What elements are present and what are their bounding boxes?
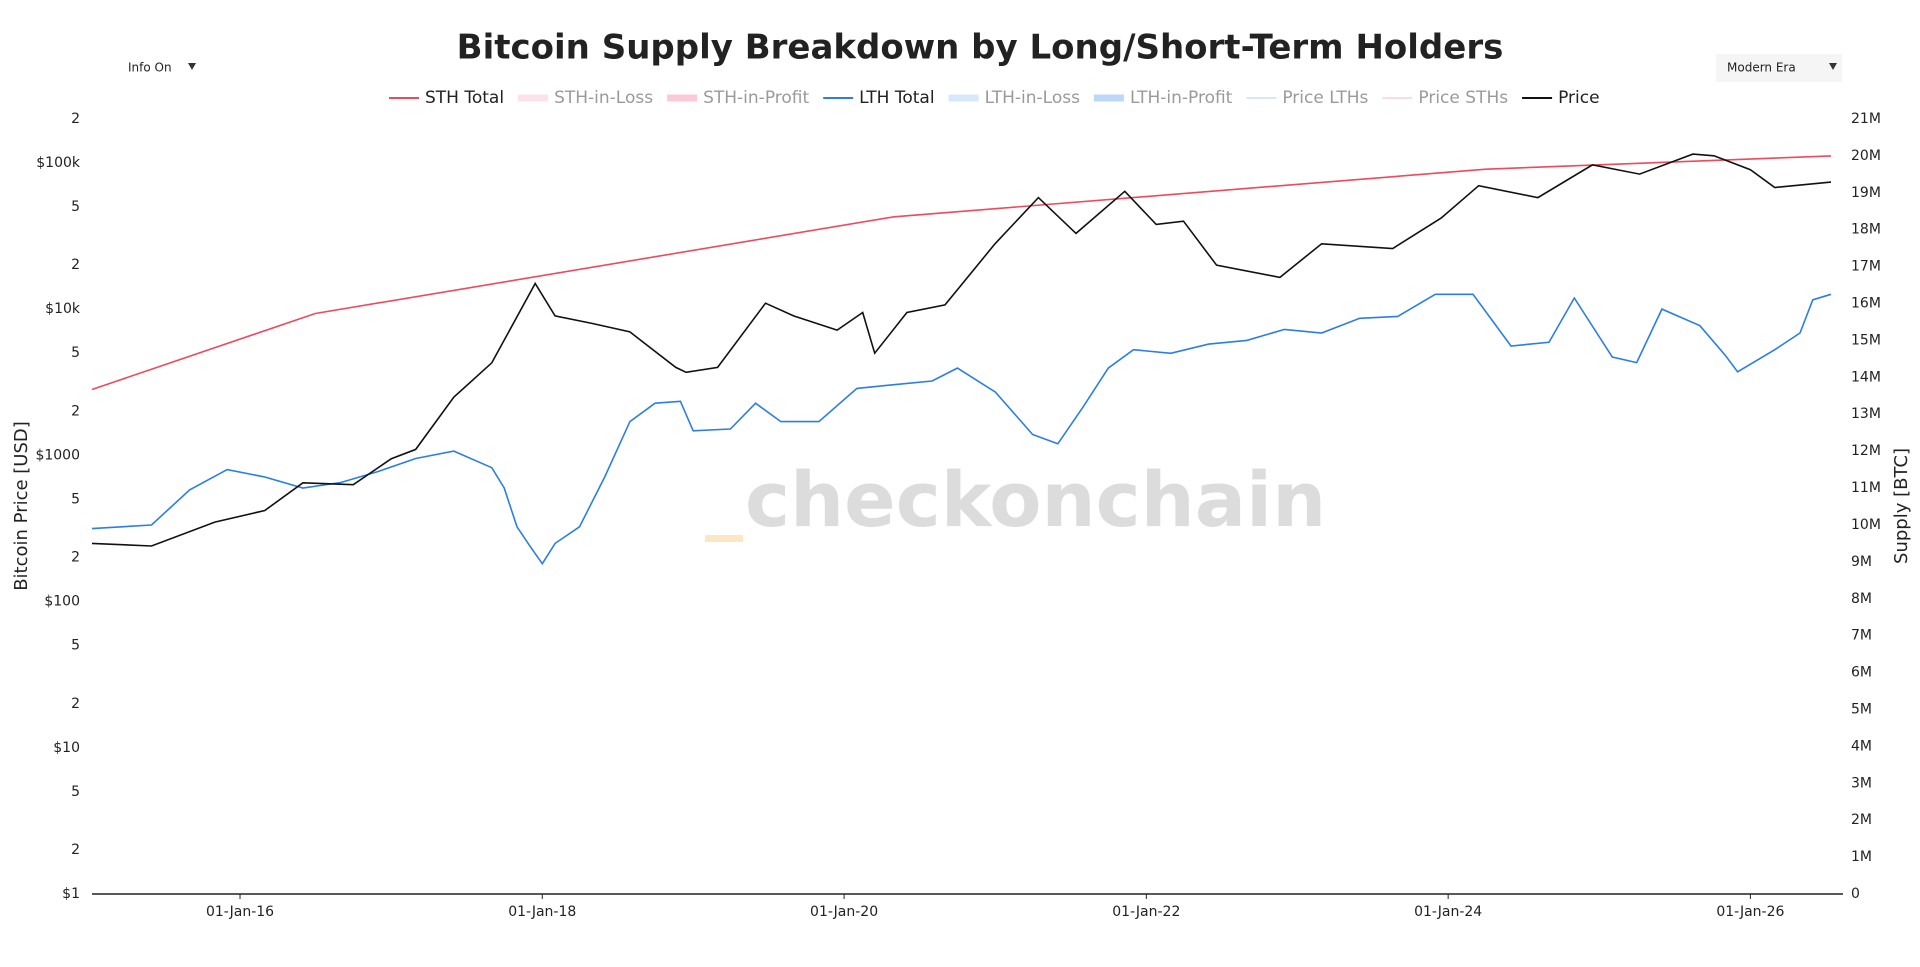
x-tick-label: 01-Jan-20 [810,904,878,920]
legend-label: Price [1558,88,1599,108]
y2-tick-label: 9M [1851,554,1872,570]
y-tick-label: 5 [71,199,80,215]
y-tick-label: $1 [62,886,80,902]
info-toggle-label[interactable]: Info On [128,61,172,75]
x-tick-label: 01-Jan-16 [206,904,274,920]
y-tick-label: 2 [71,696,80,712]
x-tick-label: 01-Jan-26 [1716,904,1784,920]
y-tick-label: 5 [71,345,80,361]
y2-tick-label: 6M [1851,665,1872,681]
legend-label: STH-in-Profit [703,88,809,108]
era-selector[interactable]: Modern Era [1716,54,1842,82]
x-tick-label: 01-Jan-24 [1414,904,1482,920]
y2-tick-label: 2M [1851,812,1872,828]
y2-tick-label: 4M [1851,738,1872,754]
x-tick-label: 01-Jan-18 [508,904,576,920]
series-line [91,293,1832,566]
legend-label: LTH-in-Loss [985,88,1080,108]
series-line [91,153,1832,547]
y-tick-label: 2 [71,403,80,419]
y-axis-title: Bitcoin Price [USD] [11,421,32,591]
y2-tick-label: 15M [1851,332,1881,348]
legend-label: LTH Total [859,88,934,108]
y2-tick-label: 21M [1851,111,1881,127]
y2-tick-label: 1M [1851,849,1872,865]
y2-tick-label: 14M [1851,369,1881,385]
y-tick-label: 2 [71,842,80,858]
info-toggle[interactable]: Info On [128,61,196,75]
y2-tick-label: 11M [1851,480,1881,496]
y-tick-label: $100 [44,594,80,610]
y-tick-label: 2 [71,257,80,273]
y2-tick-label: 5M [1851,701,1872,717]
x-tick-label: 01-Jan-22 [1112,904,1180,920]
y-tick-label: $10k [45,301,81,317]
legend-label: STH-in-Loss [554,88,653,108]
era-selector-label[interactable]: Modern Era [1727,61,1796,75]
y2-tick-label: 7M [1851,628,1872,644]
y-tick-label: 2 [71,111,80,127]
y-tick-label: $10 [53,740,80,756]
y2-tick-label: 10M [1851,517,1881,533]
watermark: checkonchain [745,455,1326,544]
y-tick-label: $100k [36,155,81,171]
y2-tick-label: 8M [1851,591,1872,607]
era-selector-box[interactable] [1716,54,1842,82]
y-tick-label: 2 [71,550,80,566]
y2-tick-label: 13M [1851,406,1881,422]
y-tick-label: 5 [71,491,80,507]
y2-tick-label: 3M [1851,775,1872,791]
y2-axis-title: Supply [BTC] [1891,448,1912,564]
legend-label: Price STHs [1418,88,1508,108]
y-tick-label: $1000 [35,447,80,463]
legend: STH Total STH-in-Loss STH-in-Profit LTH Tot… [389,88,1600,108]
y2-tick-label: 18M [1851,222,1881,238]
y-tick-label: 5 [71,784,80,800]
y2-tick-label: 0 [1851,886,1860,902]
legend-label: LTH-in-Profit [1130,88,1233,108]
legend-label: Price LTHs [1282,88,1368,108]
y2-tick-label: 20M [1851,148,1881,164]
series-line [91,155,1832,391]
legend-label: STH Total [425,88,504,108]
dropdown-arrow [1829,63,1837,70]
y2-tick-label: 19M [1851,185,1881,201]
dropdown-arrow [188,63,196,70]
chart-title: Bitcoin Supply Breakdown by Long/Short-T… [457,28,1504,68]
y-tick-label: 5 [71,638,80,654]
y2-tick-label: 16M [1851,296,1881,312]
y2-tick-label: 12M [1851,443,1881,459]
watermark-underscore [705,535,743,542]
y2-tick-label: 17M [1851,259,1881,275]
